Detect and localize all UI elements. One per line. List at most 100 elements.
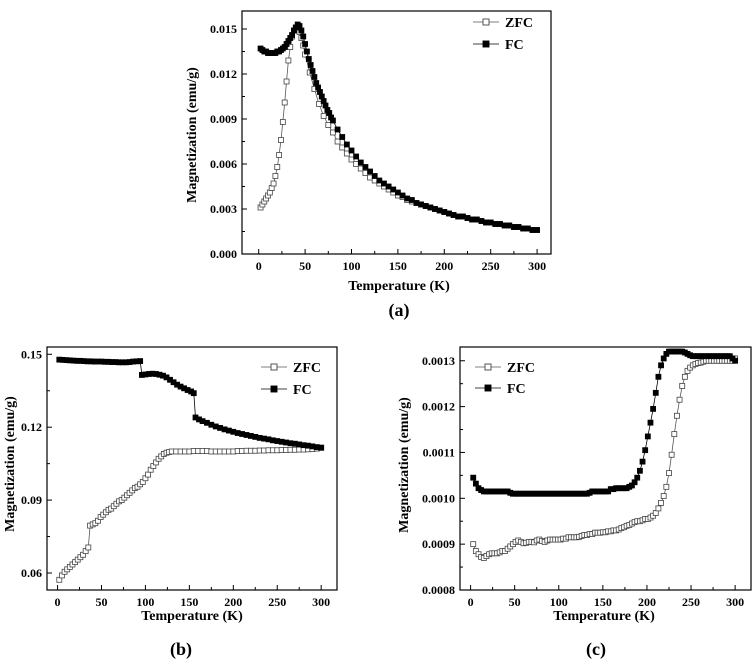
x-tick-label: 50 — [299, 259, 311, 273]
legend-marker — [482, 18, 490, 26]
data-point — [325, 122, 332, 128]
data-point — [470, 541, 477, 548]
data-point — [647, 419, 654, 426]
y-tick-label: 0.15 — [21, 347, 42, 361]
data-point — [634, 474, 641, 481]
data-point — [334, 138, 341, 145]
data-point — [278, 137, 284, 143]
data-point — [145, 471, 151, 478]
data-point — [534, 227, 540, 233]
data-point — [671, 431, 678, 438]
data-point — [334, 126, 341, 133]
x-axis-label: Temperature (K) — [553, 609, 655, 624]
data-point — [190, 390, 197, 397]
y-tick-label: 0.006 — [210, 157, 237, 171]
data-point — [663, 483, 670, 490]
data-point — [311, 74, 318, 80]
y-tick-label: 0.009 — [210, 112, 237, 126]
data-point — [681, 373, 688, 380]
y-tick-label: 0.0009 — [422, 537, 455, 551]
x-tick-label: 0 — [55, 595, 61, 609]
legend-entry-zfc: ZFC — [475, 361, 535, 376]
y-tick-label: 0.0008 — [422, 583, 455, 597]
data-point — [652, 389, 659, 396]
x-tick-label: 100 — [342, 259, 360, 273]
series-zfc — [56, 444, 325, 583]
legend-marker — [484, 363, 492, 371]
y-tick-label: 0.012 — [210, 67, 237, 81]
data-point — [357, 159, 364, 166]
data-point — [302, 41, 308, 47]
legend-entry-zfc: ZFC — [261, 361, 321, 376]
x-tick-label: 200 — [435, 259, 453, 273]
data-point — [348, 147, 355, 154]
y-tick-label: 0.12 — [21, 420, 42, 434]
panel-c: (c) Temperature (K) Magnetization (emu/g… — [397, 346, 752, 660]
y-tick-label: 0.09 — [21, 493, 42, 507]
legend-marker — [484, 384, 492, 392]
x-axis-label: Temperature (K) — [348, 279, 450, 294]
x-tick-label: 250 — [268, 595, 286, 609]
data-point — [348, 156, 355, 163]
data-point — [276, 152, 283, 158]
data-point — [339, 144, 346, 151]
data-point — [343, 150, 350, 157]
legend-entry-fc: FC — [473, 38, 524, 53]
data-point — [666, 470, 672, 476]
x-tick-label: 0 — [256, 259, 262, 273]
x-tick-label: 300 — [726, 595, 744, 609]
data-point — [668, 451, 675, 458]
x-tick-label: 300 — [312, 595, 330, 609]
series-fc — [470, 348, 739, 497]
data-point — [272, 173, 279, 179]
legend-label: ZFC — [293, 361, 321, 376]
data-point — [367, 168, 373, 175]
data-point — [642, 447, 649, 454]
data-point — [287, 44, 294, 50]
data-point — [318, 444, 325, 451]
x-axis-label: Temperature (K) — [141, 609, 243, 624]
data-point — [298, 27, 305, 34]
series-line — [59, 359, 322, 448]
y-tick-label: 0.000 — [210, 247, 237, 261]
data-point — [639, 458, 646, 465]
data-point — [679, 383, 686, 389]
data-point — [390, 186, 397, 193]
panel-b: (b) Temperature (K) Magnetization (emu/g… — [3, 346, 338, 660]
data-point — [658, 362, 664, 369]
data-point — [305, 56, 312, 62]
data-point — [343, 141, 350, 148]
plot-frame — [46, 346, 338, 591]
data-point — [274, 164, 281, 170]
panel-label: (b) — [170, 639, 192, 660]
legend-label: FC — [507, 382, 526, 397]
legend-label: ZFC — [507, 361, 535, 376]
legend-label: FC — [293, 383, 312, 398]
x-tick-label: 100 — [550, 595, 568, 609]
data-point — [381, 180, 387, 187]
plot-frame — [241, 10, 552, 255]
x-tick-label: 300 — [528, 259, 546, 273]
data-point — [470, 474, 477, 481]
x-tick-label: 50 — [95, 595, 107, 609]
panel-a: (a) Temperature (K) Magnetization (emu/g… — [185, 10, 552, 321]
data-point — [660, 493, 667, 499]
y-tick-label: 0.0010 — [422, 491, 455, 505]
data-point — [316, 101, 322, 107]
legend-label: ZFC — [505, 16, 533, 31]
data-point — [353, 153, 360, 160]
x-tick-label: 250 — [482, 259, 500, 273]
data-point — [137, 358, 144, 364]
y-axis-label: Magnetization (emu/g) — [397, 397, 412, 533]
data-point — [655, 373, 662, 380]
series-zfc — [257, 24, 540, 233]
plot-frame — [459, 346, 752, 591]
x-tick-label: 100 — [136, 595, 154, 609]
data-point — [732, 357, 739, 364]
data-point — [362, 164, 369, 170]
data-point — [658, 499, 664, 506]
x-tick-label: 250 — [682, 595, 700, 609]
legend-marker — [482, 40, 490, 48]
series-fc — [257, 21, 540, 233]
